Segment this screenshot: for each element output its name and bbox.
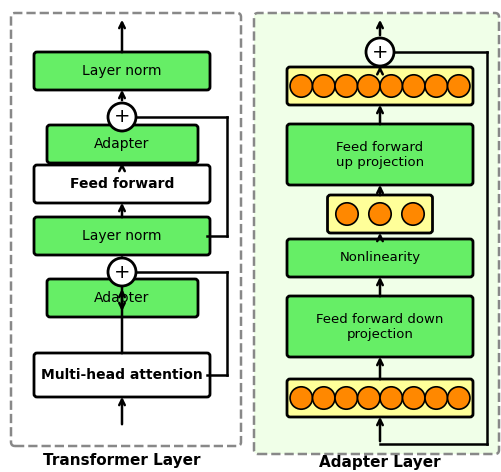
Circle shape (312, 75, 334, 97)
Text: Adapter: Adapter (94, 137, 149, 151)
Text: Adapter Layer: Adapter Layer (319, 455, 440, 470)
Circle shape (108, 258, 136, 286)
Circle shape (379, 387, 402, 409)
FancyBboxPatch shape (287, 379, 472, 417)
Circle shape (424, 75, 446, 97)
FancyBboxPatch shape (287, 296, 472, 357)
Circle shape (312, 387, 334, 409)
Text: Nonlinearity: Nonlinearity (339, 252, 420, 264)
Text: Feed forward: Feed forward (70, 177, 174, 191)
Circle shape (402, 387, 424, 409)
Circle shape (401, 203, 423, 225)
FancyBboxPatch shape (287, 67, 472, 105)
Circle shape (447, 75, 469, 97)
Circle shape (335, 203, 358, 225)
Text: Transformer Layer: Transformer Layer (43, 453, 200, 467)
Circle shape (368, 203, 390, 225)
FancyBboxPatch shape (47, 125, 197, 163)
Circle shape (402, 75, 424, 97)
Circle shape (357, 387, 379, 409)
FancyBboxPatch shape (34, 52, 209, 90)
Text: Adapter: Adapter (94, 291, 149, 305)
FancyBboxPatch shape (287, 239, 472, 277)
Circle shape (334, 75, 357, 97)
Circle shape (379, 75, 402, 97)
Text: Feed forward
up projection: Feed forward up projection (335, 141, 423, 169)
Circle shape (108, 103, 136, 131)
Circle shape (290, 75, 312, 97)
Text: +: + (114, 262, 130, 281)
Circle shape (424, 387, 446, 409)
Circle shape (357, 75, 379, 97)
FancyBboxPatch shape (287, 124, 472, 185)
Circle shape (290, 387, 312, 409)
FancyBboxPatch shape (47, 279, 197, 317)
Circle shape (365, 38, 393, 66)
Circle shape (334, 387, 357, 409)
FancyBboxPatch shape (34, 353, 209, 397)
FancyBboxPatch shape (327, 195, 432, 233)
Text: Layer norm: Layer norm (82, 229, 161, 243)
Text: Multi-head attention: Multi-head attention (41, 368, 202, 382)
FancyBboxPatch shape (34, 165, 209, 203)
Text: Feed forward down
projection: Feed forward down projection (316, 313, 443, 341)
Text: +: + (371, 42, 387, 61)
Circle shape (447, 387, 469, 409)
Text: +: + (114, 108, 130, 126)
FancyBboxPatch shape (34, 217, 209, 255)
Text: Layer norm: Layer norm (82, 64, 161, 78)
FancyBboxPatch shape (254, 13, 498, 454)
